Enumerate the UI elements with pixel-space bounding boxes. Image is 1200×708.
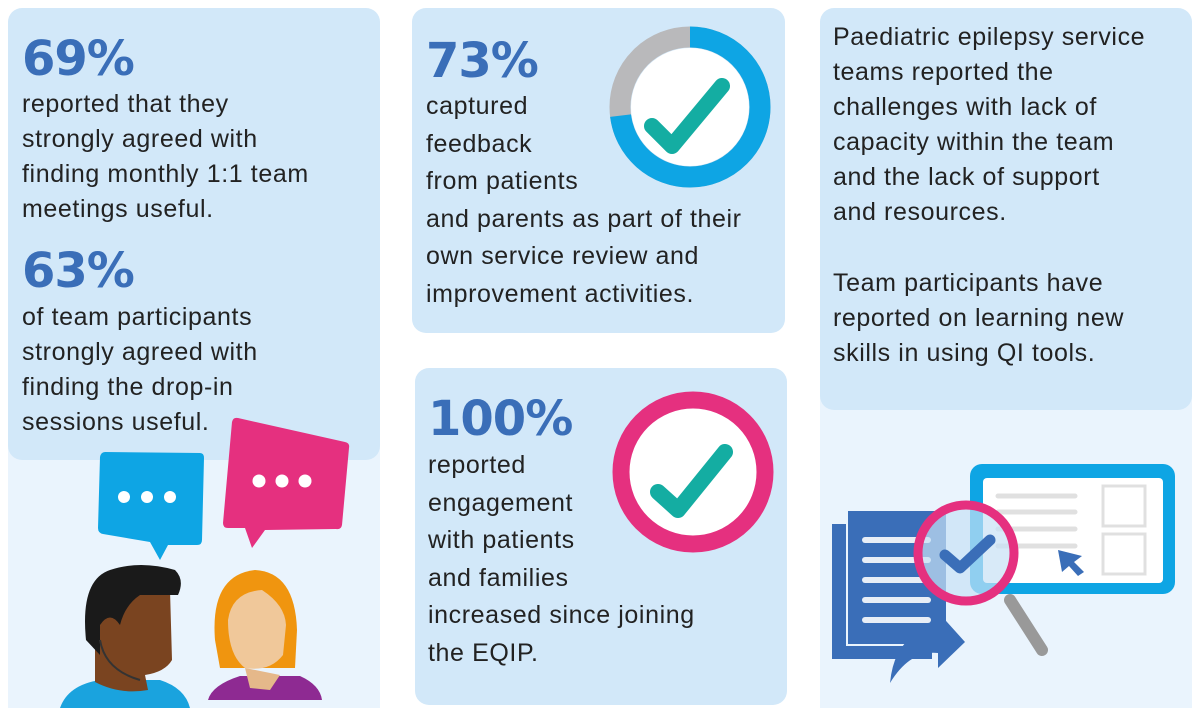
text-line: reported on learning new [833, 304, 1124, 332]
text-line: skills in using QI tools. [833, 339, 1096, 367]
stat-value-73: 73% [426, 33, 539, 89]
summary-paragraph-2: Team participants have reported on learn… [833, 266, 1124, 371]
text-line: own service review and [426, 242, 700, 270]
text-line: finding the drop-in [22, 373, 234, 401]
text-line: challenges with lack of [833, 93, 1097, 121]
stat-value-69: 69% [22, 31, 135, 87]
summary-card [820, 8, 1192, 410]
text-line: and the lack of support [833, 163, 1100, 191]
person-man-icon [60, 565, 190, 708]
summary-paragraph-1: Paediatric epilepsy service teams report… [833, 20, 1145, 230]
text-line: and parents as part of their [426, 204, 742, 233]
screen-form-icon [970, 464, 1175, 594]
qi-tools-illustration [832, 464, 1175, 683]
text-line: teams reported the [833, 58, 1054, 86]
magnifier-icon [913, 500, 1048, 656]
text-line: of team participants [22, 303, 253, 331]
text-line: capacity within the team [833, 128, 1115, 156]
cursor-arrow-icon [1058, 550, 1084, 576]
stat-text-73: captured feedback from patients and pare… [426, 88, 742, 313]
speech-bubble-icon [223, 417, 350, 548]
text-line: captured [426, 92, 529, 120]
text-line: finding monthly 1:1 team [22, 160, 309, 188]
stat-text-63: of team participants strongly agreed wit… [22, 300, 258, 440]
text-line: from patients [426, 167, 579, 195]
text-line: Team participants have [833, 269, 1104, 297]
donut-progress-arc [612, 391, 774, 553]
donut-progress-icon [612, 391, 774, 553]
text-line: reported [428, 451, 526, 479]
text-line: with patients [428, 526, 575, 554]
stat-value-100: 100% [428, 391, 573, 447]
person-woman-icon [208, 570, 322, 700]
checkmark-icon [650, 444, 733, 518]
people-talking-illustration [60, 417, 350, 708]
donut-progress-arc [609, 26, 771, 188]
text-line: improvement activities. [426, 279, 695, 308]
checkmark-icon [939, 534, 996, 574]
text-line: strongly agreed with [22, 338, 258, 366]
text-line: meetings useful. [22, 195, 214, 223]
text-line: sessions useful. [22, 408, 210, 436]
stat-text-69: reported that they strongly agreed with … [22, 87, 309, 227]
speech-bubble-icon [98, 452, 204, 560]
share-arrow-icon [890, 612, 965, 683]
checkmark-icon [644, 78, 730, 154]
text-line: and families [428, 563, 569, 592]
donut-progress-icon [609, 26, 771, 188]
text-line: reported that they [22, 90, 229, 118]
text-line: feedback [426, 129, 533, 158]
text-line: strongly agreed with [22, 125, 258, 153]
text-line: the EQIP. [428, 638, 539, 667]
text-line: Paediatric epilepsy service [833, 23, 1146, 51]
stat-text-100: reported engagement with patients and fa… [428, 447, 695, 672]
stat-value-63: 63% [22, 243, 135, 299]
text-line: engagement [428, 488, 574, 517]
text-line: and resources. [833, 198, 1007, 226]
text-line: increased since joining [428, 601, 695, 629]
stat-card-meetings [8, 8, 380, 460]
